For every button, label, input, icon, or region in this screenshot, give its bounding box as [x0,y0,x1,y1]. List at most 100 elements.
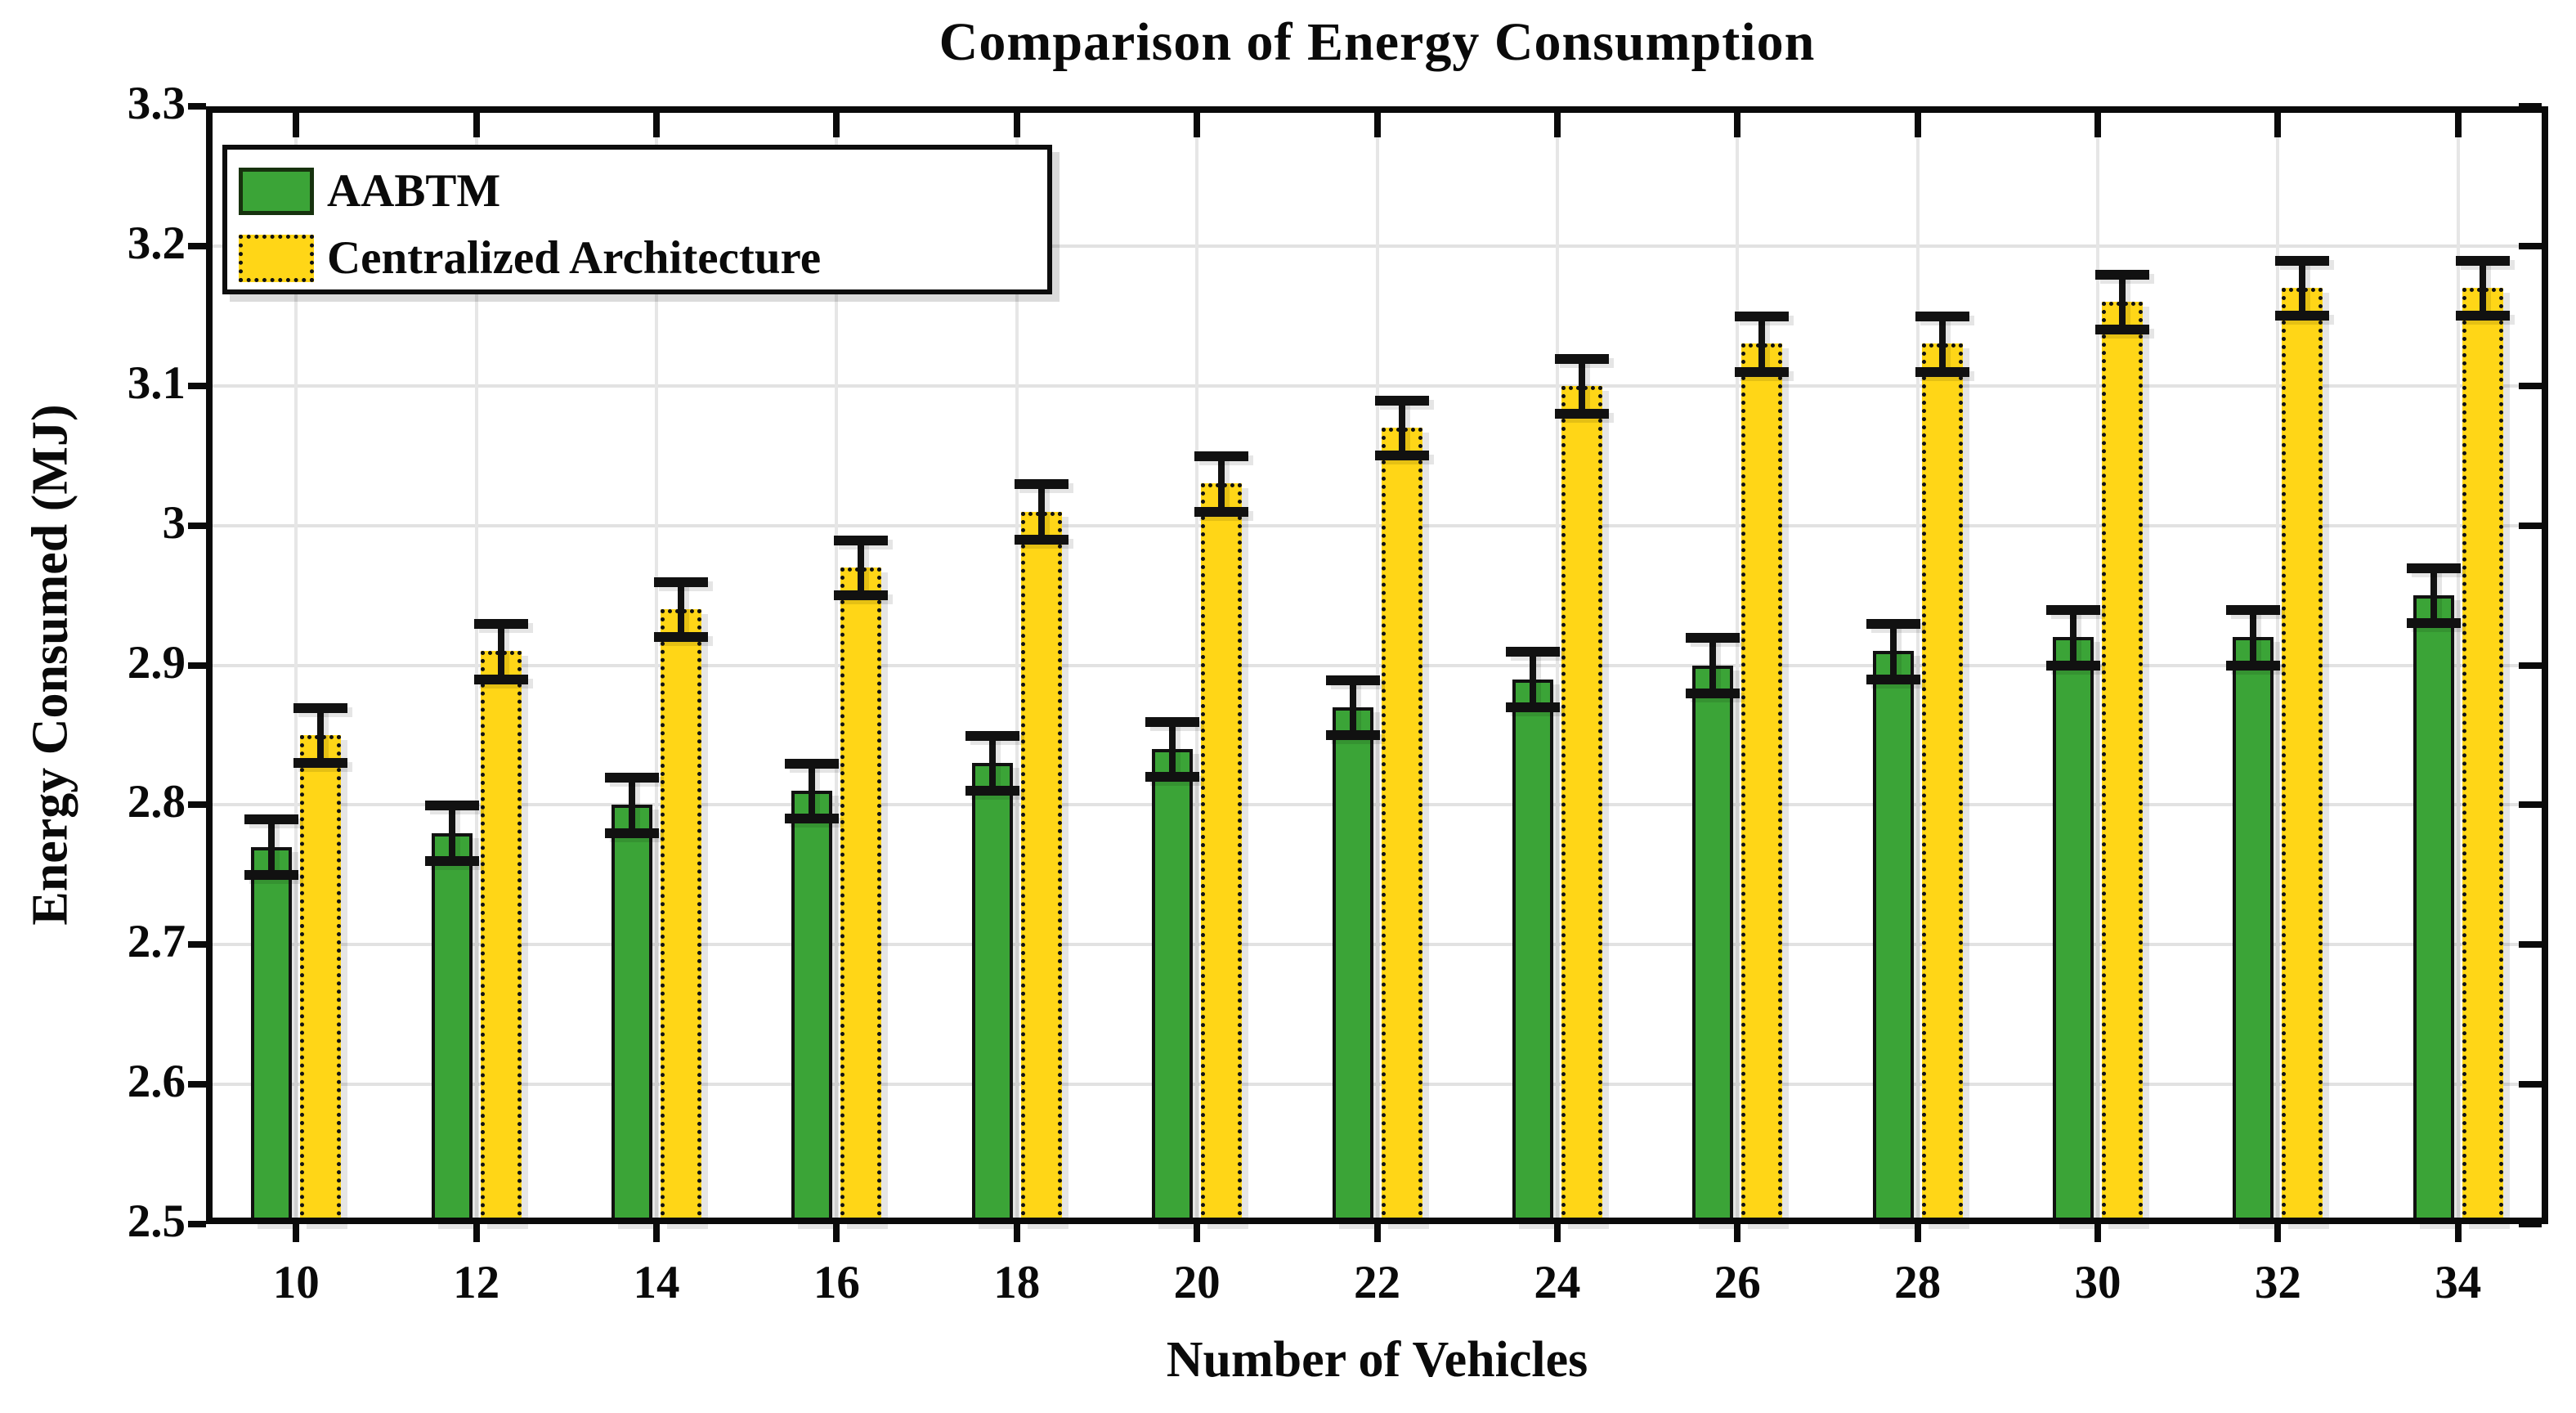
y-tick-right [2519,1221,2542,1227]
errorbar-cap-top [1145,716,1200,727]
x-tick-bottom [1013,1224,1020,1242]
x-tick-top [1373,113,1381,137]
errorbar-line [988,734,996,792]
errorbar-line [628,777,635,833]
x-tick-top [2454,113,2462,137]
x-gridline [2456,106,2460,1224]
errorbar-cap-bottom [1554,408,1609,419]
errorbar-cap-top [1194,451,1249,462]
bar-centralized-32 [2282,288,2323,1224]
bar-aabtm-24 [1512,679,1553,1224]
bar-aabtm-16 [791,791,833,1224]
errorbar-cap-bottom [2226,660,2281,671]
x-tick-label: 32 [2254,1257,2301,1308]
x-gridline [294,106,298,1224]
chart-title: Comparison of Energy Consumption [939,12,1816,72]
y-tick-right [2519,662,2542,669]
errorbar-cap-top [1866,619,1920,630]
errorbar-line [1398,399,1405,456]
errorbar-cap-top [2226,605,2281,616]
x-tick-bottom [293,1224,300,1242]
legend-item-centralized: Centralized Architecture [239,231,821,285]
errorbar-cap-bottom [834,590,889,601]
errorbar-line [2479,259,2486,316]
bar-centralized-24 [1561,385,1602,1224]
errorbar-cap-top [1686,633,1740,644]
legend-item-aabtm: AABTM [239,164,500,218]
errorbar-cap-bottom [1735,366,1790,377]
x-tick-bottom [1194,1224,1201,1242]
errorbar-cap-top [2406,563,2461,573]
errorbar-cap-top [1554,353,1609,364]
y-tick-left [188,382,206,389]
y-tick-right [2519,242,2542,249]
x-tick-bottom [2454,1224,2462,1242]
x-tick-top [1553,113,1561,137]
errorbar-cap-top [1374,395,1429,406]
bar-aabtm-34 [2412,595,2454,1224]
errorbar-cap-bottom [244,869,299,880]
y-tick-left [188,103,206,110]
legend-swatch-centralized [239,234,314,282]
errorbar-cap-bottom [965,786,1019,796]
x-tick-top [2094,113,2102,137]
x-tick-top [652,113,660,137]
bar-centralized-12 [480,651,522,1224]
errorbar-cap-bottom [604,828,659,838]
x-tick-bottom [2274,1224,2282,1242]
bar-centralized-22 [1381,428,1422,1224]
bar-centralized-10 [300,734,342,1224]
errorbar-cap-top [1915,312,1969,322]
x-gridline [1015,106,1019,1224]
x-gridline [835,106,839,1224]
bar-aabtm-20 [1152,749,1194,1224]
y-tick-left [188,1221,206,1227]
errorbar-cap-top [1735,312,1790,322]
bar-aabtm-30 [2053,637,2094,1224]
x-tick-bottom [833,1224,840,1242]
bar-centralized-30 [2102,302,2144,1224]
x-tick-label: 34 [2435,1257,2482,1308]
y-tick-label: 3.1 [127,357,186,409]
y-tick-left [188,1081,206,1088]
x-tick-label: 20 [1173,1257,1221,1308]
errorbar-line [1578,357,1585,414]
errorbar-cap-bottom [1194,506,1249,517]
y-tick-right [2519,801,2542,809]
x-tick-bottom [1734,1224,1741,1242]
errorbar-line [2250,609,2257,666]
bar-aabtm-18 [971,763,1013,1224]
errorbar-cap-bottom [785,814,840,824]
errorbar-line [1758,316,1766,372]
errorbar-line [1889,623,1897,680]
errorbar-cap-bottom [1014,534,1068,545]
x-gridline [1195,106,1199,1224]
errorbar-line [497,623,504,680]
errorbar-cap-top [293,702,348,713]
errorbar-cap-bottom [1915,366,1969,377]
bar-centralized-14 [660,609,701,1224]
legend-box: AABTM Centralized Architecture [222,145,1052,294]
x-tick-top [473,113,480,137]
errorbar-line [268,819,276,875]
errorbar-cap-bottom [1325,729,1380,740]
x-tick-label: 14 [633,1257,680,1308]
x-tick-bottom [1553,1224,1561,1242]
errorbar-cap-bottom [2095,325,2150,335]
errorbar-cap-top [785,759,840,769]
y-tick-right [2519,382,2542,389]
bar-centralized-16 [840,567,882,1224]
x-tick-label: 12 [453,1257,500,1308]
x-tick-top [1013,113,1020,137]
x-gridline [1736,106,1740,1224]
errorbar-cap-top [2275,255,2330,266]
errorbar-line [2070,609,2077,666]
errorbar-cap-bottom [2455,311,2510,321]
errorbar-cap-bottom [2275,311,2330,321]
y-tick-left [188,941,206,949]
bar-aabtm-26 [1692,665,1734,1224]
errorbar-cap-top [965,730,1019,741]
y-tick-left [188,662,206,669]
errorbar-line [2119,274,2126,330]
